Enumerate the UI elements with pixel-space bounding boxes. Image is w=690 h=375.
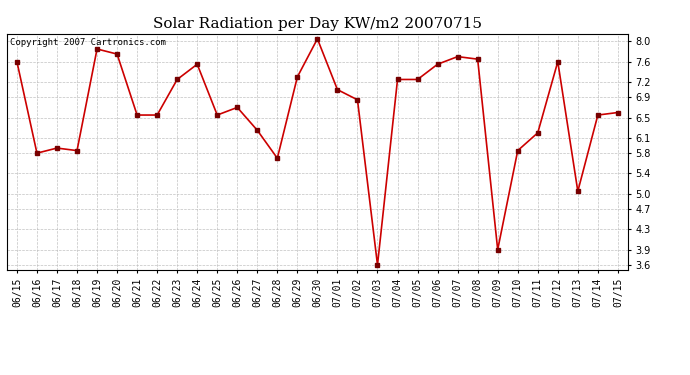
Text: Copyright 2007 Cartronics.com: Copyright 2007 Cartronics.com: [10, 39, 166, 48]
Title: Solar Radiation per Day KW/m2 20070715: Solar Radiation per Day KW/m2 20070715: [153, 17, 482, 31]
